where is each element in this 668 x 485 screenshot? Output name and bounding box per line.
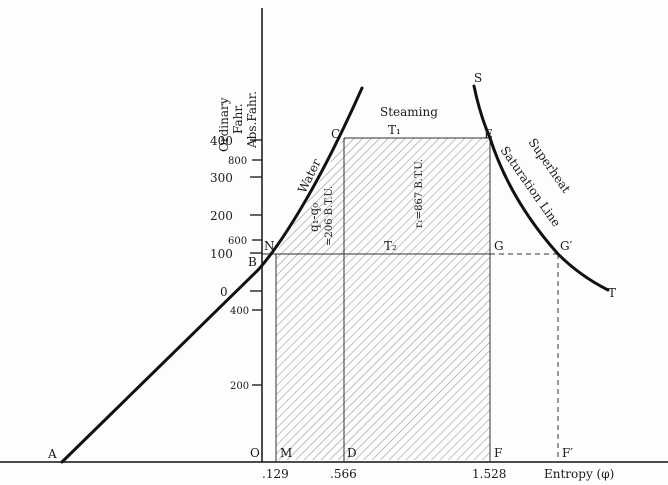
point-E: E xyxy=(484,127,493,141)
point-C: C xyxy=(331,127,340,141)
ordinary-tick-400: 400 xyxy=(210,134,233,148)
abs-tick-600: 600 xyxy=(228,236,247,247)
point-O: O xyxy=(250,446,260,460)
x-axis-label: Entropy (φ) xyxy=(544,467,614,481)
entropy-tick-1528: 1.528 xyxy=(472,467,506,481)
point-N: N xyxy=(264,239,275,253)
entropy-tick-129: .129 xyxy=(262,467,289,481)
entropy-tick-566: .566 xyxy=(330,467,357,481)
ordinary-tick-0: 0 xyxy=(220,285,228,299)
point-M: M xyxy=(280,446,292,460)
ordinary-tick-300: 300 xyxy=(210,171,233,185)
steaming-label: Steaming xyxy=(380,105,438,119)
ordinary-tick-200: 200 xyxy=(210,209,233,223)
y-header-fahr: Fahr. xyxy=(231,103,245,134)
water-heat-label: q₁-q₀ xyxy=(307,203,321,232)
point-F-prime: F′ xyxy=(562,446,573,460)
point-A: A xyxy=(47,447,57,461)
saturation-curve xyxy=(472,84,610,292)
point-T: T xyxy=(608,286,616,300)
point-D: D xyxy=(347,446,357,460)
water-curve xyxy=(60,86,364,464)
water-wedge-area xyxy=(276,138,344,254)
latent-heat-label: r₁=867 B.T.U. xyxy=(414,159,425,228)
water-heat-area xyxy=(276,254,344,460)
abs-tick-800: 800 xyxy=(228,156,247,167)
point-T2: T₂ xyxy=(384,239,397,253)
ordinary-tick-100: 100 xyxy=(210,247,233,261)
abs-tick-400: 400 xyxy=(230,306,249,317)
water-heat-value: =206 B.T.U. xyxy=(324,186,335,246)
point-T1: T₁ xyxy=(388,123,401,137)
point-G: G xyxy=(494,239,504,253)
abs-tick-200: 200 xyxy=(230,381,249,392)
point-G-prime: G′ xyxy=(560,239,573,253)
point-F: F xyxy=(494,446,502,460)
y-header-ordinary: Ordinary xyxy=(217,97,231,152)
latent-heat-area xyxy=(344,138,490,460)
point-S: S xyxy=(474,71,482,85)
y-header-abs: Abs.Fahr. xyxy=(245,91,259,149)
point-B: B xyxy=(248,255,257,269)
